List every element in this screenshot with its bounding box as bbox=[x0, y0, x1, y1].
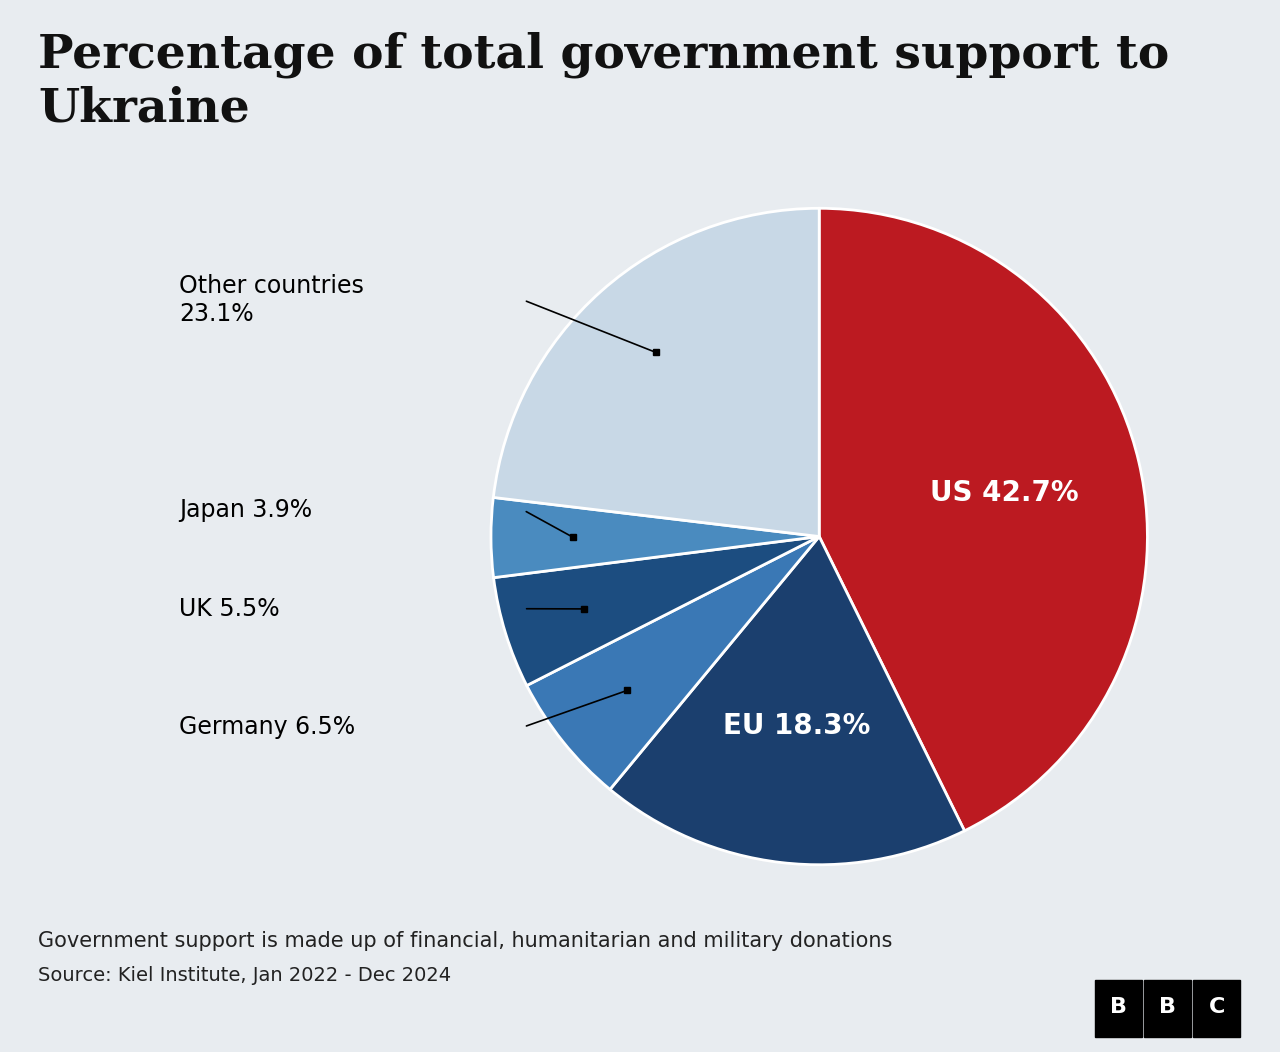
Wedge shape bbox=[611, 537, 965, 865]
Wedge shape bbox=[494, 537, 819, 686]
Text: EU 18.3%: EU 18.3% bbox=[723, 711, 870, 740]
FancyBboxPatch shape bbox=[1144, 980, 1190, 1037]
Text: B: B bbox=[1160, 996, 1176, 1016]
Text: Japan 3.9%: Japan 3.9% bbox=[179, 499, 312, 522]
Text: Government support is made up of financial, humanitarian and military donations: Government support is made up of financi… bbox=[38, 931, 892, 951]
Wedge shape bbox=[819, 208, 1147, 831]
Wedge shape bbox=[492, 498, 819, 578]
Text: Germany 6.5%: Germany 6.5% bbox=[179, 715, 356, 739]
Text: B: B bbox=[1110, 996, 1128, 1016]
Wedge shape bbox=[527, 537, 819, 789]
Text: Percentage of total government support to
Ukraine: Percentage of total government support t… bbox=[38, 32, 1170, 132]
Wedge shape bbox=[493, 208, 819, 537]
FancyBboxPatch shape bbox=[1193, 980, 1240, 1037]
Text: Source: Kiel Institute, Jan 2022 - Dec 2024: Source: Kiel Institute, Jan 2022 - Dec 2… bbox=[38, 966, 452, 985]
FancyBboxPatch shape bbox=[1096, 980, 1142, 1037]
Text: US 42.7%: US 42.7% bbox=[931, 480, 1079, 507]
Text: Other countries
23.1%: Other countries 23.1% bbox=[179, 275, 364, 326]
Text: C: C bbox=[1208, 996, 1225, 1016]
Text: UK 5.5%: UK 5.5% bbox=[179, 596, 280, 621]
